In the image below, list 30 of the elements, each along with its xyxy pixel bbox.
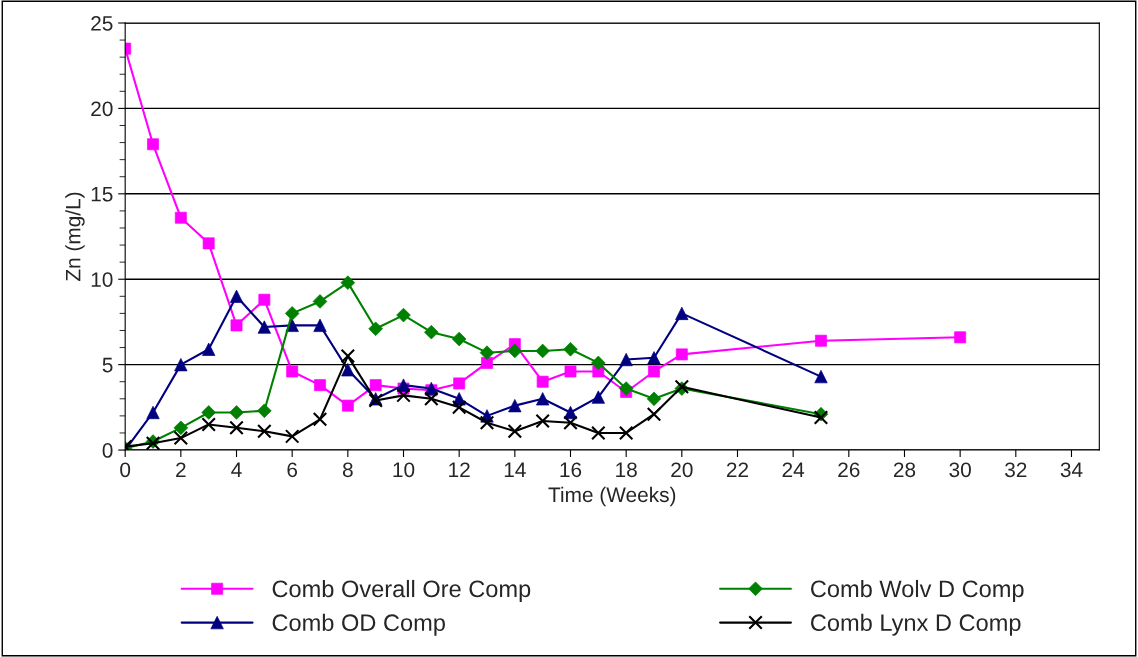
x-tick-label: 2: [176, 462, 186, 477]
y-tick-label: 15: [91, 187, 113, 202]
y-tick-label: 25: [91, 16, 113, 31]
x-tick-label: 10: [393, 462, 415, 478]
y-tick-label: 5: [102, 357, 113, 373]
y-tick-label: 10: [91, 272, 113, 287]
x-tick-label: 16: [560, 462, 582, 478]
x-tick-label: 6: [287, 462, 298, 478]
x-tick-label: 0: [120, 462, 131, 478]
x-axis-title: Time (Weeks): [548, 486, 676, 507]
x-tick-label: 20: [671, 462, 693, 478]
x-tick-label: 30: [949, 462, 971, 478]
x-tick-label: 32: [1005, 462, 1027, 478]
y-tick-label: 0: [102, 443, 113, 458]
y-tick-label: 20: [91, 101, 113, 117]
legend-label: Comb Overall Ore Comp: [272, 579, 531, 602]
x-tick-label: 4: [231, 462, 242, 477]
y-axis-title: Zn (mg/L): [65, 192, 85, 281]
legend-label: Comb Lynx D Comp: [811, 613, 1021, 636]
legend-label: Comb OD Comp: [272, 613, 445, 636]
x-tick-label: 22: [726, 462, 749, 477]
x-tick-label: 14: [504, 462, 526, 477]
x-tick-label: 18: [616, 462, 637, 478]
x-tick-label: 8: [342, 462, 353, 478]
x-tick-label: 12: [449, 462, 470, 477]
x-tick-label: 34: [1060, 462, 1083, 478]
x-tick-label: 26: [838, 462, 860, 478]
x-tick-label: 24: [782, 462, 805, 477]
x-tick-label: 28: [893, 462, 916, 478]
legend-label: Comb Wolv D Comp: [811, 579, 1024, 602]
